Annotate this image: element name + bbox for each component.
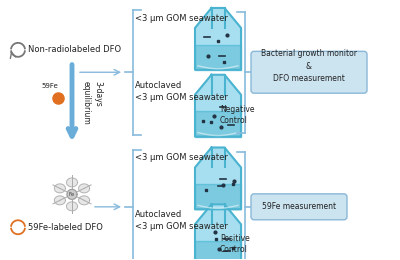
Polygon shape — [195, 112, 241, 136]
Polygon shape — [195, 8, 241, 28]
Text: Bacterial growth monitor
&
DFO measurement: Bacterial growth monitor & DFO measureme… — [261, 49, 357, 83]
Polygon shape — [195, 28, 241, 45]
Polygon shape — [54, 184, 65, 193]
Text: Autoclaved
<3 μm GOM seawater: Autoclaved <3 μm GOM seawater — [135, 210, 228, 231]
Text: Non-radiolabeled DFO: Non-radiolabeled DFO — [28, 45, 121, 54]
Text: 59Fe-labeled DFO: 59Fe-labeled DFO — [28, 223, 103, 232]
Text: Negative
Control: Negative Control — [220, 105, 254, 125]
Text: Positive
Control: Positive Control — [220, 234, 250, 254]
Polygon shape — [195, 147, 241, 167]
Polygon shape — [195, 241, 241, 260]
Polygon shape — [195, 75, 241, 95]
Text: 59Fe measurement: 59Fe measurement — [262, 202, 336, 211]
Polygon shape — [66, 178, 78, 187]
Text: <3 μm GOM seawater: <3 μm GOM seawater — [135, 14, 228, 23]
Polygon shape — [54, 196, 65, 205]
Text: Fe: Fe — [69, 192, 75, 197]
Text: 3-days
equilibrium: 3-days equilibrium — [82, 81, 103, 125]
Polygon shape — [195, 224, 241, 241]
Polygon shape — [79, 184, 90, 193]
Polygon shape — [195, 204, 241, 224]
Text: Autoclaved
<3 μm GOM seawater: Autoclaved <3 μm GOM seawater — [135, 81, 228, 102]
Polygon shape — [195, 95, 241, 112]
Polygon shape — [195, 167, 241, 184]
Polygon shape — [79, 196, 90, 205]
Polygon shape — [66, 202, 78, 211]
Polygon shape — [195, 45, 241, 70]
Text: <3 μm GOM seawater: <3 μm GOM seawater — [135, 153, 228, 162]
Polygon shape — [195, 184, 241, 209]
Text: 59Fe: 59Fe — [42, 83, 58, 89]
Polygon shape — [67, 189, 77, 199]
FancyBboxPatch shape — [251, 194, 347, 220]
FancyBboxPatch shape — [251, 51, 367, 93]
